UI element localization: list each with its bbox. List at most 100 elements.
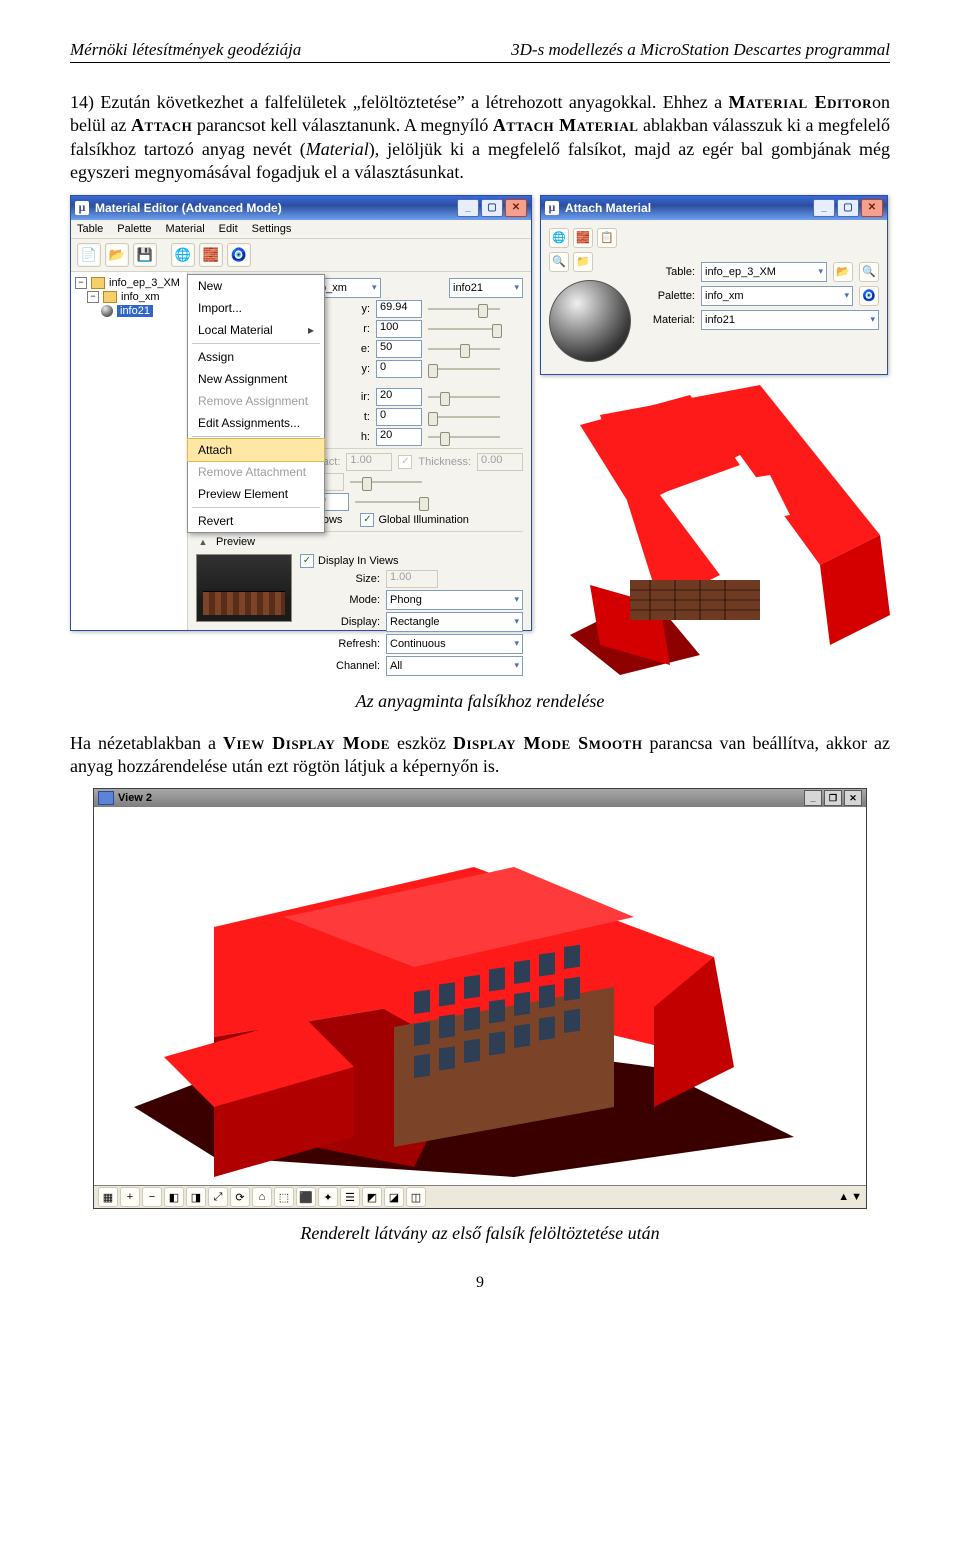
toolbar-preview-icon[interactable]: 🧿 <box>227 243 251 267</box>
attach-tool-icon[interactable]: 🌐 <box>549 228 569 248</box>
slider[interactable] <box>428 344 500 354</box>
material-editor-title: Material Editor (Advanced Mode) <box>95 201 282 215</box>
slider[interactable] <box>355 497 427 507</box>
toolbar-open-icon[interactable]: 📂 <box>105 243 129 267</box>
view-tool-icon[interactable]: ◨ <box>186 1187 206 1207</box>
toolbar-sphere-icon[interactable]: 🌐 <box>171 243 195 267</box>
checkbox-global-illumination[interactable]: ✓ <box>360 513 374 527</box>
cm-local-material[interactable]: Local Material <box>188 319 324 341</box>
preview-area: ✓ Display In Views Size:1.00 Mode:Phong▾… <box>196 554 523 620</box>
open-icon[interactable]: 📂 <box>833 262 853 282</box>
slider <box>350 477 422 487</box>
material-editor-titlebar[interactable]: µ Material Editor (Advanced Mode) _ ▢ ✕ <box>71 196 531 220</box>
slider[interactable] <box>428 392 500 402</box>
view-tool-icon[interactable]: ⟳ <box>230 1187 250 1207</box>
cm-attach[interactable]: Attach <box>187 438 325 462</box>
close-button[interactable]: ✕ <box>505 199 527 217</box>
header-right: 3D-s modellezés a MicroStation Descartes… <box>511 40 890 60</box>
cm-import[interactable]: Import... <box>188 297 324 319</box>
restore-button[interactable]: ❐ <box>824 790 842 806</box>
value-input[interactable]: 20 <box>376 388 422 406</box>
header-left: Mérnöki létesítmények geodéziája <box>70 40 301 60</box>
view-tool-icon[interactable]: − <box>142 1187 162 1207</box>
toolbar-save-icon[interactable]: 💾 <box>133 243 157 267</box>
value-input[interactable]: 20 <box>376 428 422 446</box>
value-input[interactable]: 0 <box>376 408 422 426</box>
menu-edit[interactable]: Edit <box>219 223 238 235</box>
slider[interactable] <box>428 324 500 334</box>
slider[interactable] <box>428 364 500 374</box>
refresh-combo[interactable]: Continuous▾ <box>386 634 523 654</box>
view-tool-icon[interactable]: ◫ <box>406 1187 426 1207</box>
attach-title: Attach Material <box>565 201 651 215</box>
value-input[interactable]: 69.94 <box>376 300 422 318</box>
mode-combo[interactable]: Phong▾ <box>386 590 523 610</box>
slider[interactable] <box>428 304 500 314</box>
table-combo[interactable]: info_ep_3_XM▾ <box>701 262 827 282</box>
view-scroll-icon[interactable]: ▲ <box>838 1191 849 1203</box>
view-tool-icon[interactable]: ⌂ <box>252 1187 272 1207</box>
menu-settings[interactable]: Settings <box>252 223 292 235</box>
cm-new-assignment[interactable]: New Assignment <box>188 368 324 390</box>
action-icon[interactable]: 🔍 <box>859 262 879 282</box>
preview-tile <box>196 554 292 622</box>
attach-tool-icon[interactable]: 🧱 <box>573 228 593 248</box>
toolbar-new-icon[interactable]: 📄 <box>77 243 101 267</box>
minimize-button[interactable]: _ <box>804 790 822 806</box>
view-tool-icon[interactable]: ◩ <box>362 1187 382 1207</box>
value-input[interactable]: 100 <box>376 320 422 338</box>
maximize-button[interactable]: ▢ <box>837 199 859 217</box>
material-tree: − info_ep_3_XM − info_xm info21 <box>71 272 188 630</box>
slider-group-1: y:69.94 r:100 e:50 y:0 <box>316 300 523 378</box>
material-combo[interactable]: info21▾ <box>701 310 879 330</box>
info21-combo[interactable]: info21▾ <box>449 278 523 298</box>
slider[interactable] <box>428 432 500 442</box>
slider[interactable] <box>428 412 500 422</box>
view-scroll-icon[interactable]: ▼ <box>851 1191 862 1203</box>
attach-tool-icon[interactable]: 📋 <box>597 228 617 248</box>
menu-palette[interactable]: Palette <box>117 223 151 235</box>
attach-tool-icon[interactable]: 📁 <box>573 252 593 272</box>
menu-material[interactable]: Material <box>166 223 205 235</box>
view-tool-icon[interactable]: ▦ <box>98 1187 118 1207</box>
display-combo[interactable]: Rectangle▾ <box>386 612 523 632</box>
tree-leaf[interactable]: info21 <box>73 304 185 318</box>
tree-child[interactable]: − info_xm <box>73 290 185 304</box>
minimize-button[interactable]: _ <box>813 199 835 217</box>
channel-combo[interactable]: All▾ <box>386 656 523 676</box>
cm-assign[interactable]: Assign <box>188 346 324 368</box>
cm-preview-element[interactable]: Preview Element <box>188 483 324 505</box>
value-input[interactable]: 0 <box>376 360 422 378</box>
menu-table[interactable]: Table <box>77 223 103 235</box>
view-tool-icon[interactable]: ⬚ <box>274 1187 294 1207</box>
view-tool-icon[interactable]: ◧ <box>164 1187 184 1207</box>
page-header: Mérnöki létesítmények geodéziája 3D-s mo… <box>70 40 890 63</box>
pattern-combo[interactable]: o_xm▾ <box>316 278 381 298</box>
editor-toolbar: 📄 📂 💾 🌐 🧱 🧿 <box>71 239 531 272</box>
cm-new[interactable]: New <box>188 275 324 297</box>
minimize-button[interactable]: _ <box>457 199 479 217</box>
maximize-button[interactable]: ▢ <box>481 199 503 217</box>
attach-titlebar[interactable]: µ Attach Material _ ▢ ✕ <box>541 196 887 220</box>
cm-edit-assignments[interactable]: Edit Assignments... <box>188 412 324 434</box>
close-button[interactable]: ✕ <box>861 199 883 217</box>
view-tool-icon[interactable]: ☰ <box>340 1187 360 1207</box>
collapse-icon[interactable]: ▲ <box>196 536 210 548</box>
view-tool-icon[interactable]: ◪ <box>384 1187 404 1207</box>
refract-input: 1.00 <box>346 453 392 471</box>
cm-revert[interactable]: Revert <box>188 510 324 532</box>
close-button[interactable]: ✕ <box>844 790 862 806</box>
palette-combo[interactable]: info_xm▾ <box>701 286 853 306</box>
material-icon <box>101 305 113 317</box>
view-tool-icon[interactable]: ⬛ <box>296 1187 316 1207</box>
view-tool-icon[interactable]: ✦ <box>318 1187 338 1207</box>
toolbar-material-icon[interactable]: 🧱 <box>199 243 223 267</box>
attach-tool-icon[interactable]: 🔍 <box>549 252 569 272</box>
checkbox-display-in-views[interactable]: ✓ <box>300 554 314 568</box>
view-tool-icon[interactable]: + <box>120 1187 140 1207</box>
tree-root[interactable]: − info_ep_3_XM <box>73 276 185 290</box>
view-tool-icon[interactable]: ⤢ <box>208 1187 228 1207</box>
palette-icon[interactable]: 🧿 <box>859 286 879 306</box>
value-input[interactable]: 50 <box>376 340 422 358</box>
view2-titlebar[interactable]: View 2 _ ❐ ✕ <box>94 789 866 807</box>
